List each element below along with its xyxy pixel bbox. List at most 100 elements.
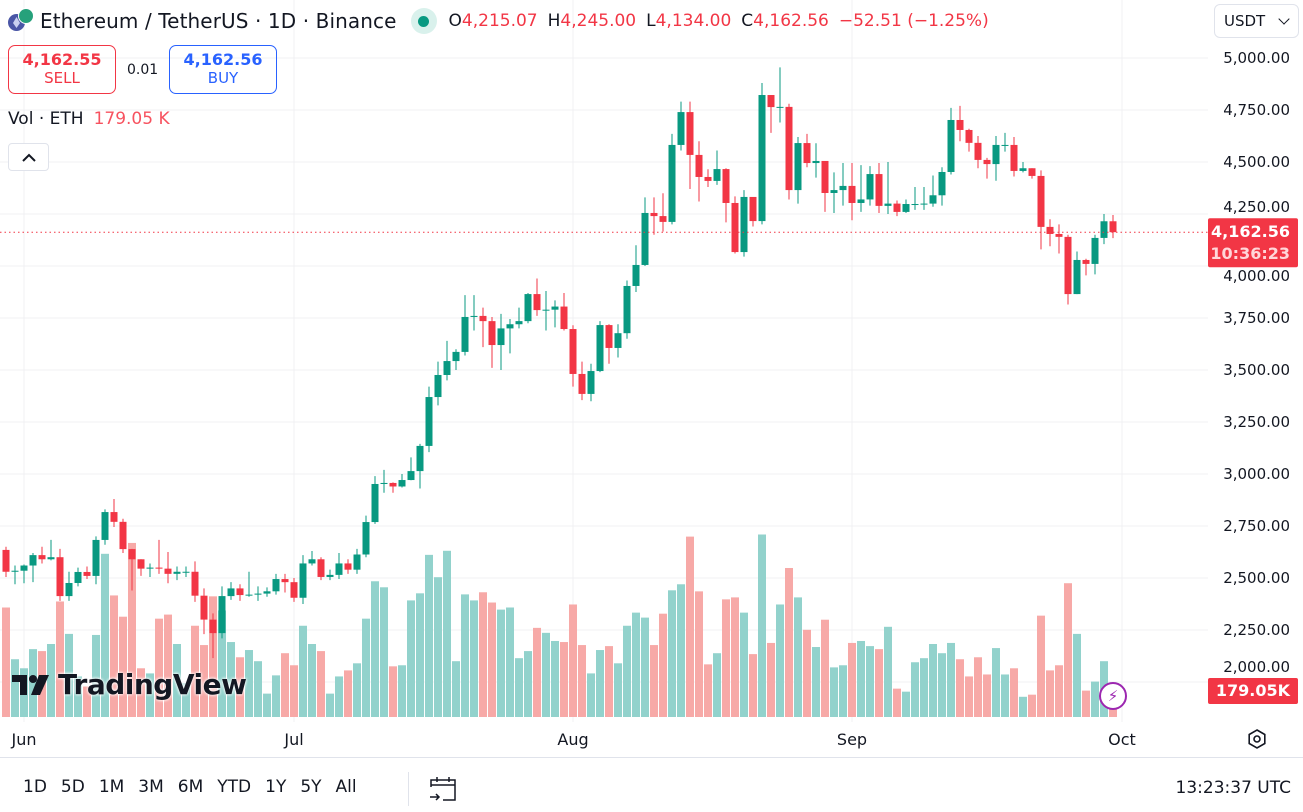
candle-body <box>29 555 37 566</box>
clock-timezone[interactable]: 13:23:37 UTC <box>1175 778 1291 798</box>
candle-body <box>839 185 847 191</box>
volume-bar <box>200 645 208 717</box>
candle <box>857 165 865 212</box>
volume-bars <box>2 534 1117 717</box>
volume-bar <box>704 664 712 717</box>
symbol-title[interactable]: Ethereum / TetherUS · 1D · Binance <box>40 9 397 33</box>
range-3m[interactable]: 3M <box>138 777 164 797</box>
candle <box>218 586 226 639</box>
candle-body <box>533 294 541 311</box>
candle-body <box>1091 237 1099 264</box>
candle-body <box>740 196 748 253</box>
currency-dropdown[interactable]: USDT <box>1214 4 1299 38</box>
volume-bar <box>911 662 919 717</box>
settings-gear-icon[interactable] <box>1246 728 1268 750</box>
range-1m[interactable]: 1M <box>98 777 125 797</box>
volume-bar <box>245 650 253 717</box>
candle <box>803 133 811 168</box>
candle <box>362 515 370 558</box>
range-ytd[interactable]: YTD <box>217 777 252 797</box>
sell-button[interactable]: 4,162.55 SELL <box>8 45 116 94</box>
candle-body <box>812 160 820 164</box>
volume-bar <box>794 597 802 717</box>
candle-body <box>1010 144 1018 171</box>
candle <box>632 245 640 292</box>
range-all[interactable]: All <box>335 777 357 797</box>
time-axis[interactable]: Jun Jul Aug Sep Oct <box>11 730 1136 749</box>
candle <box>920 186 928 210</box>
price-axis[interactable]: 5,000.00 4,750.00 4,500.00 4,250.00 4,000.00… <box>1223 49 1290 676</box>
candle-body <box>92 539 100 576</box>
candle <box>290 578 298 602</box>
candle <box>56 548 64 601</box>
go-to-date-calendar-icon[interactable] <box>428 775 458 803</box>
candle <box>263 587 271 597</box>
candle <box>434 361 442 406</box>
tradingview-logo[interactable]: TradingView <box>12 668 247 701</box>
y-tick-label: 4,500.00 <box>1223 153 1290 171</box>
candle <box>713 150 721 185</box>
candle <box>785 103 793 200</box>
symbol-legend[interactable]: Ethereum / TetherUS · 1D · Binance O4,21… <box>8 6 989 36</box>
candle <box>893 200 901 217</box>
range-5d[interactable]: 5D <box>60 777 85 797</box>
candle-body <box>461 316 469 352</box>
range-1y[interactable]: 1Y <box>265 777 287 797</box>
candle <box>641 197 649 266</box>
volume-bar <box>371 581 379 717</box>
candle <box>326 569 334 581</box>
candle-body <box>227 588 235 597</box>
candle-body <box>623 285 631 334</box>
range-1d[interactable]: 1D <box>23 777 47 797</box>
candle <box>191 561 199 602</box>
volume-bar <box>299 625 307 717</box>
candle <box>11 565 19 585</box>
range-6m[interactable]: 6M <box>177 777 204 797</box>
candle <box>794 137 802 204</box>
candle-body <box>380 482 388 484</box>
lightning-icon[interactable]: ⚡ <box>1099 682 1127 710</box>
candle-body <box>1019 168 1027 171</box>
y-tick-label: 4,750.00 <box>1223 101 1290 119</box>
candle <box>650 197 658 235</box>
candle-body <box>1073 259 1081 295</box>
candle-body <box>65 582 73 597</box>
candle <box>452 349 460 370</box>
candle <box>668 133 676 225</box>
volume-bar <box>182 683 190 717</box>
last-price-label: 4,162.56 10:36:23 <box>1208 218 1298 268</box>
volume-bar <box>416 593 424 717</box>
candle-body <box>326 574 334 577</box>
candle-body <box>254 593 262 595</box>
volume-bar <box>596 650 604 717</box>
ohlc-close: C4,162.56 <box>741 11 829 31</box>
buy-button[interactable]: 4,162.56 BUY <box>169 45 277 94</box>
collapse-legend-button[interactable] <box>8 143 49 171</box>
candle <box>533 278 541 316</box>
candle-body <box>803 143 811 164</box>
eth-usdt-icon <box>8 8 34 34</box>
volume-bar <box>497 609 505 717</box>
volume-bar <box>758 534 766 717</box>
candle-body <box>1109 221 1117 233</box>
volume-bar <box>947 642 955 717</box>
candle-body <box>560 306 568 330</box>
volume-bar <box>722 599 730 717</box>
x-tick-label: Aug <box>557 730 588 749</box>
volume-bar <box>623 625 631 717</box>
volume-bar <box>785 567 793 717</box>
candle-body <box>182 571 190 573</box>
volume-legend[interactable]: Vol · ETH 179.05 K <box>8 109 170 129</box>
market-open-icon[interactable] <box>410 8 437 34</box>
tradingview-wordmark: TradingView <box>58 668 247 701</box>
candle-body <box>200 595 208 620</box>
volume-bar <box>227 642 235 717</box>
y-tick-label: 4,000.00 <box>1223 267 1290 285</box>
range-5y[interactable]: 5Y <box>300 777 322 797</box>
price-chart[interactable]: 5,000.00 4,750.00 4,500.00 4,250.00 4,000.00… <box>0 0 1303 757</box>
candle <box>128 548 136 591</box>
last-volume-label: 179.05K <box>1208 677 1298 704</box>
volume-bar <box>317 651 325 717</box>
candle <box>461 295 469 356</box>
candle <box>758 82 766 225</box>
